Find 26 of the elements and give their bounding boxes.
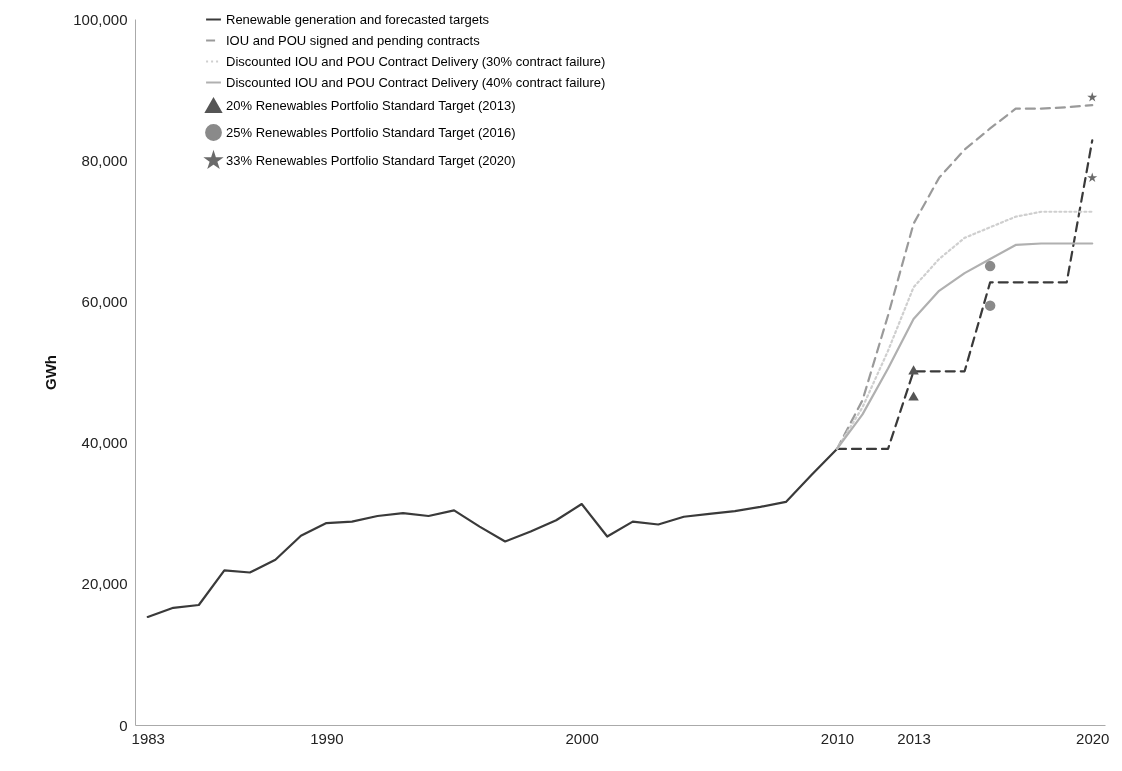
y-tick-label: 40,000 <box>81 434 128 452</box>
x-tick-label: 2010 <box>820 729 855 747</box>
legend-label: 20% Renewables Portfolio Standard Target (2013) <box>226 97 516 113</box>
x-tick-label: 1983 <box>131 729 165 747</box>
legend-label: 33% Renewables Portfolio Standard Target (2020) <box>226 152 516 168</box>
x-tick-label: 1990 <box>310 729 344 747</box>
y-tick-label: 100,000 <box>73 10 128 28</box>
legend-label: Renewable generation and forecasted targets <box>226 11 490 27</box>
point <box>908 365 919 375</box>
legend-label: 25% Renewables Portfolio Standard Target (2016) <box>226 124 516 140</box>
point <box>908 391 919 401</box>
point <box>1087 172 1098 183</box>
y-tick-label: 0 <box>119 716 128 734</box>
x-tick-label: 2013 <box>897 729 931 747</box>
y-axis-title: GWh <box>42 355 60 390</box>
x-tick-label: 2000 <box>565 729 599 747</box>
legend-label: Discounted IOU and POU Contract Delivery (30% contract failure) <box>226 53 606 69</box>
y-tick-label: 60,000 <box>81 292 128 310</box>
point <box>1087 92 1098 102</box>
legend-label: IOU and POU signed and pending contracts <box>226 32 481 48</box>
legend-label: Discounted IOU and POU Contract Delivery (40% contract failure) <box>226 74 606 90</box>
x-tick-label: 2020 <box>1076 729 1110 747</box>
point <box>984 300 996 311</box>
y-tick-label: 80,000 <box>81 151 128 169</box>
y-tick-label: 20,000 <box>81 575 128 593</box>
point <box>984 260 996 272</box>
